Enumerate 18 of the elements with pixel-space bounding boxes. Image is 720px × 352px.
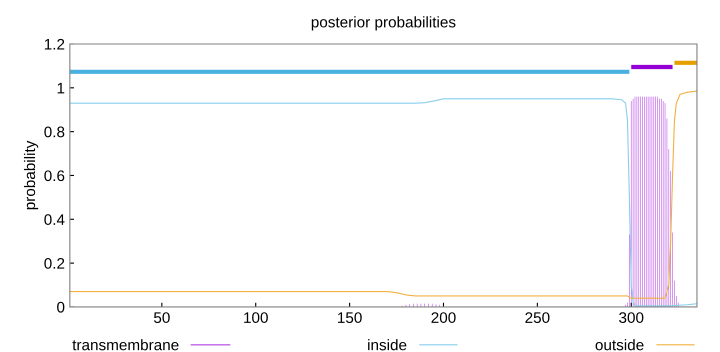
x-tick-label: 100 (244, 312, 268, 324)
x-tick-label: 50 (154, 312, 170, 324)
y-tick-label: 0.8 (44, 126, 64, 138)
x-tick-label: 300 (619, 312, 644, 324)
y-tick-label: 0.2 (44, 258, 64, 269)
x-tick-label: 250 (525, 312, 550, 324)
x-tick-label: 200 (432, 312, 456, 324)
y-tick-label: 1.2 (44, 38, 64, 50)
y-tick-label: 0.6 (44, 170, 64, 182)
legend-label: transmembrane (72, 339, 179, 350)
legend-label: outside (596, 339, 644, 350)
y-axis-title: probability (24, 140, 38, 210)
y-tick-label: 1 (58, 82, 64, 94)
legend-label: inside (368, 339, 406, 350)
y-tick-label: 0 (57, 302, 64, 313)
chart-title: posterior probabilities (312, 16, 456, 31)
y-tick-label: 0.4 (44, 214, 65, 225)
x-tick-label: 150 (338, 312, 362, 324)
